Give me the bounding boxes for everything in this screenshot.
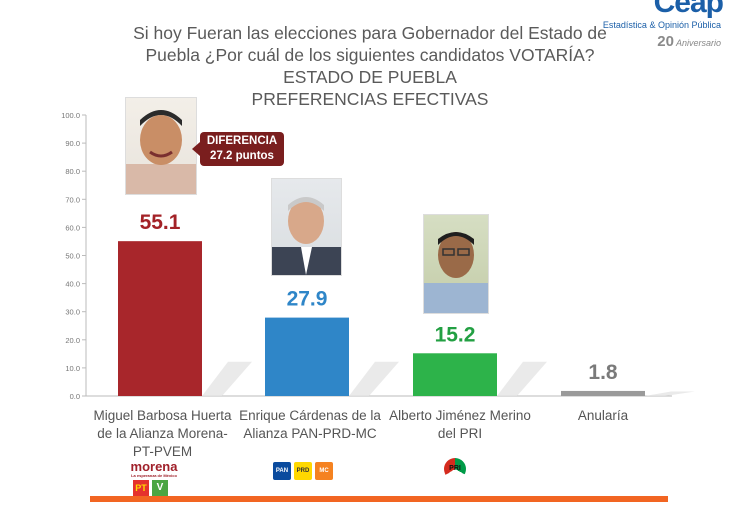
bar-shadow	[497, 361, 547, 396]
mc-text: MC	[319, 468, 329, 474]
label-line: de la Alianza Morena-	[97, 426, 228, 441]
anniversary-number: 20	[657, 33, 674, 50]
bar-value-label: 55.1	[140, 211, 181, 234]
bar-shadow	[645, 391, 695, 396]
y-tick-label: 20.0	[65, 336, 80, 345]
pvem-logo: V	[152, 480, 168, 496]
y-tick-label: 90.0	[65, 139, 80, 148]
bar	[265, 317, 349, 396]
difference-line-2: 27.2 puntos	[210, 150, 274, 162]
candidate-photo-jimenez	[423, 214, 489, 314]
candidate-photo-barbosa	[125, 97, 197, 195]
y-tick-label: 50.0	[65, 252, 80, 261]
bottom-accent-bar	[90, 496, 668, 502]
pan-text: PAN	[275, 468, 289, 474]
label-line: Alianza PAN-PRD-MC	[243, 426, 377, 441]
pri-logo: PRI	[444, 458, 466, 480]
portrait-icon	[272, 197, 341, 275]
difference-callout: DIFERENCIA 27.2 puntos	[192, 132, 284, 166]
prd-logo: PRD	[294, 462, 312, 480]
bar-value-label: 15.2	[435, 323, 476, 346]
brand-anniversary: 20 Aniversario	[657, 33, 721, 50]
brand-tagline: Estadística & Opinión Pública	[602, 20, 721, 30]
pt-logo: PT	[133, 480, 149, 496]
mc-logo: MC	[315, 462, 333, 480]
label-line: PT-PVEM	[132, 444, 193, 459]
chart-title: Si hoy Fueran las elecciones para Gobern…	[110, 22, 630, 110]
morena-text: morena	[130, 459, 178, 474]
title-line-2: Puebla ¿Por cuál de los siguientes candi…	[145, 45, 595, 65]
ceap-logo: Ceap	[653, 0, 724, 19]
title-line-4: PREFERENCIAS EFECTIVAS	[251, 89, 489, 109]
title-line-3: ESTADO DE PUEBLA	[283, 67, 457, 87]
bar-shadow	[202, 361, 252, 396]
portrait-icon	[126, 110, 196, 194]
candidate-label-anularia: Anularía	[543, 407, 663, 425]
pan-logo: PAN	[273, 462, 291, 480]
bar	[118, 241, 202, 396]
pvem-text: V	[156, 482, 164, 493]
anniversary-text: Aniversario	[675, 38, 721, 48]
candidate-label-jimenez: Alberto Jiménez Merino del PRI	[380, 407, 540, 443]
morena-logo: morena La esperanza de México	[130, 460, 178, 478]
portrait-icon	[424, 232, 488, 313]
y-tick-label: 10.0	[65, 364, 80, 373]
difference-line-1: DIFERENCIA	[206, 135, 278, 147]
morena-tagline: La esperanza de México	[131, 473, 177, 478]
label-line: Enrique Cárdenas de la	[239, 408, 381, 423]
label-line: Anularía	[577, 408, 629, 423]
candidate-label-barbosa: Miguel Barbosa Huerta de la Alianza More…	[80, 407, 245, 461]
pt-text: PT	[135, 483, 147, 493]
candidate-photo-cardenas	[271, 178, 342, 276]
candidate-label-cardenas: Enrique Cárdenas de la Alianza PAN-PRD-M…	[230, 407, 390, 443]
y-tick-label: 40.0	[65, 280, 80, 289]
y-tick-label: 70.0	[65, 195, 80, 204]
y-tick-label: 60.0	[65, 223, 80, 232]
bar-shadow	[349, 361, 399, 396]
label-line: Miguel Barbosa Huerta	[93, 408, 232, 423]
brand-logo-block: Ceap Estadística & Opinión Pública 20 Ani…	[603, 0, 729, 52]
y-tick-label: 100.0	[61, 111, 80, 120]
bar	[413, 353, 497, 396]
bar	[561, 390, 645, 396]
title-line-1: Si hoy Fueran las elecciones para Gobern…	[133, 23, 607, 43]
pri-text: PRI	[449, 465, 461, 472]
y-tick-label: 0.0	[70, 392, 80, 401]
label-line: Alberto Jiménez Merino	[389, 408, 531, 423]
y-tick-label: 80.0	[65, 167, 80, 176]
prd-text: PRD	[296, 468, 310, 474]
bar-value-label: 1.8	[588, 361, 618, 384]
bar-value-label: 27.9	[287, 288, 328, 311]
y-tick-label: 30.0	[65, 308, 80, 317]
label-line: del PRI	[437, 426, 483, 441]
